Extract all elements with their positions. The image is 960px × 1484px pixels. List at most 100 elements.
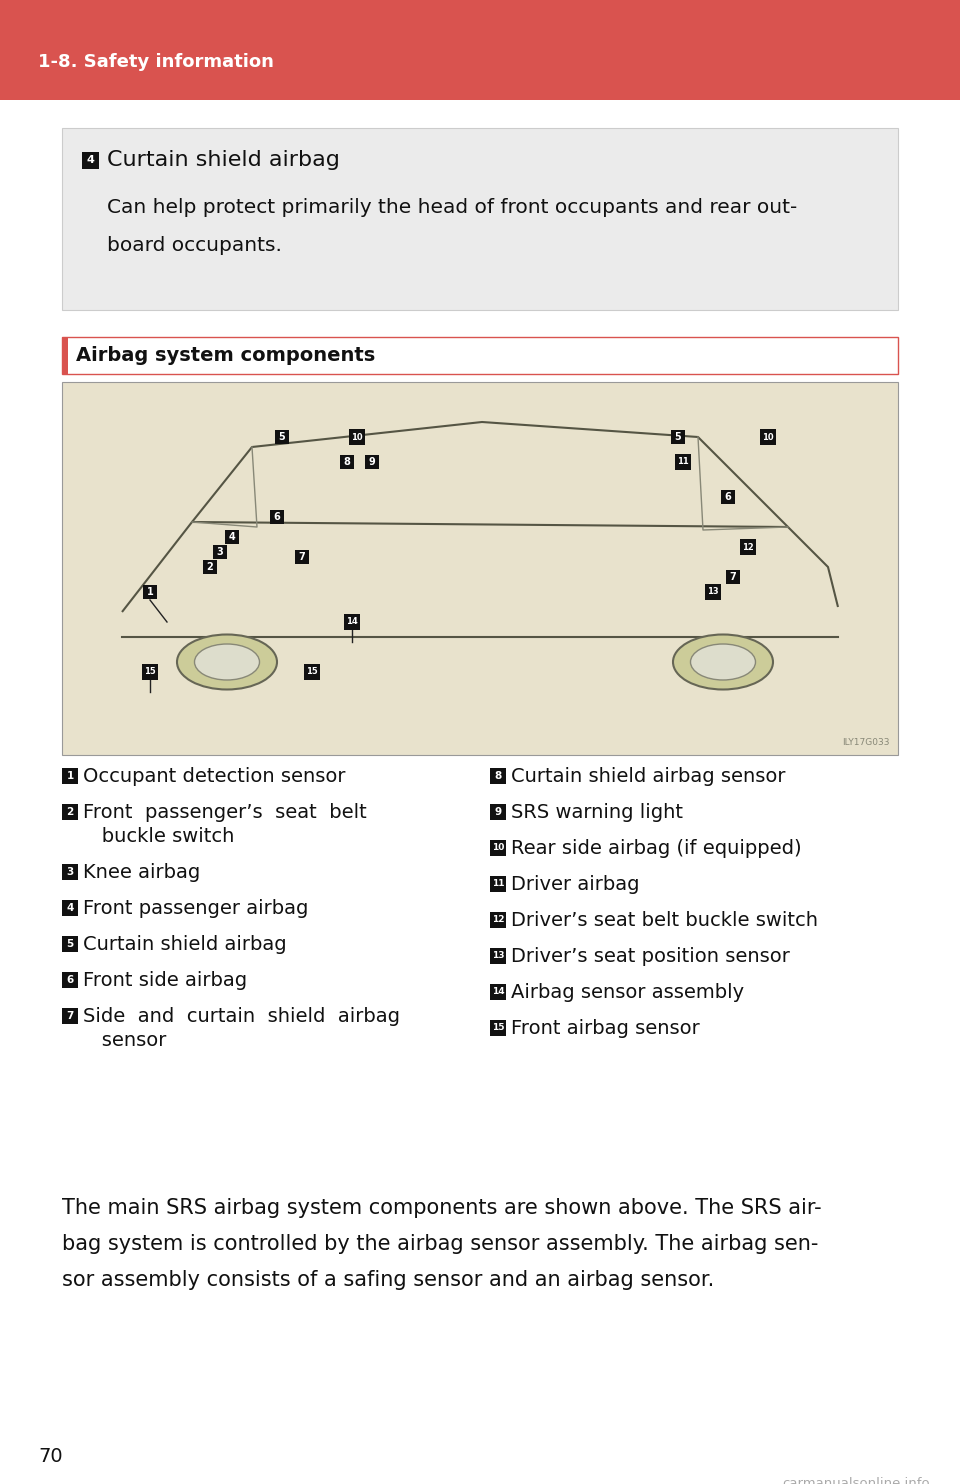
Bar — [304, 663, 320, 680]
Ellipse shape — [673, 635, 773, 690]
Text: board occupants.: board occupants. — [107, 236, 282, 255]
Bar — [82, 151, 99, 169]
Text: 4: 4 — [86, 154, 94, 165]
Bar — [671, 430, 685, 444]
Bar — [270, 510, 284, 524]
Text: bag system is controlled by the airbag sensor assembly. The airbag sen-: bag system is controlled by the airbag s… — [62, 1235, 818, 1254]
Bar — [62, 337, 68, 374]
Bar — [225, 530, 239, 545]
Bar — [203, 559, 217, 574]
Text: 4: 4 — [228, 531, 235, 542]
Text: 1: 1 — [147, 588, 154, 597]
Bar — [490, 1020, 506, 1036]
Ellipse shape — [177, 635, 277, 690]
Text: Occupant detection sensor: Occupant detection sensor — [83, 767, 346, 785]
Text: 6: 6 — [725, 493, 732, 502]
Bar — [62, 899, 78, 916]
Bar — [62, 381, 898, 755]
Bar — [62, 769, 78, 784]
Bar — [142, 663, 158, 680]
Text: Airbag system components: Airbag system components — [76, 346, 375, 365]
Text: buckle switch: buckle switch — [83, 827, 234, 846]
Text: Curtain shield airbag: Curtain shield airbag — [107, 150, 340, 171]
Bar — [490, 769, 506, 784]
Text: Driver’s seat position sensor: Driver’s seat position sensor — [511, 947, 790, 966]
Bar — [62, 128, 898, 310]
Text: 12: 12 — [742, 543, 754, 552]
Bar — [143, 585, 157, 600]
Bar — [344, 614, 360, 631]
Bar — [349, 429, 365, 445]
Bar — [62, 804, 78, 821]
Bar — [62, 1008, 78, 1024]
Bar — [295, 551, 309, 564]
Text: Curtain shield airbag: Curtain shield airbag — [83, 935, 287, 954]
Text: Airbag sensor assembly: Airbag sensor assembly — [511, 982, 744, 1002]
Text: Driver airbag: Driver airbag — [511, 874, 639, 893]
Ellipse shape — [690, 644, 756, 680]
Text: SRS warning light: SRS warning light — [511, 803, 683, 822]
Text: 5: 5 — [675, 432, 682, 442]
Text: 70: 70 — [38, 1447, 62, 1466]
Bar — [62, 972, 78, 988]
Text: 14: 14 — [492, 987, 504, 996]
Text: 5: 5 — [278, 432, 285, 442]
Text: 13: 13 — [708, 588, 719, 597]
Text: 3: 3 — [217, 548, 224, 556]
Text: Front side airbag: Front side airbag — [83, 971, 247, 990]
Text: 8: 8 — [494, 772, 502, 781]
Bar — [721, 490, 735, 505]
Text: sor assembly consists of a safing sensor and an airbag sensor.: sor assembly consists of a safing sensor… — [62, 1270, 714, 1290]
Text: Knee airbag: Knee airbag — [83, 862, 201, 881]
Text: Side  and  curtain  shield  airbag: Side and curtain shield airbag — [83, 1006, 400, 1025]
Text: 10: 10 — [762, 432, 774, 442]
Ellipse shape — [195, 644, 259, 680]
Text: Can help protect primarily the head of front occupants and rear out-: Can help protect primarily the head of f… — [107, 197, 797, 217]
Text: Front  passenger’s  seat  belt: Front passenger’s seat belt — [83, 803, 367, 822]
Text: 6: 6 — [274, 512, 280, 522]
Text: carmanualsonline.info: carmanualsonline.info — [782, 1477, 930, 1484]
Bar — [490, 948, 506, 965]
Text: 11: 11 — [677, 457, 689, 466]
Bar — [490, 984, 506, 1000]
Text: 9: 9 — [494, 807, 501, 818]
Bar — [490, 804, 506, 821]
Bar — [275, 430, 289, 444]
Bar — [365, 456, 379, 469]
Bar — [675, 454, 691, 470]
Text: Front passenger airbag: Front passenger airbag — [83, 898, 308, 917]
Text: 3: 3 — [66, 867, 74, 877]
Text: Curtain shield airbag sensor: Curtain shield airbag sensor — [511, 767, 785, 785]
Bar — [705, 585, 721, 600]
Bar — [62, 337, 898, 374]
Bar — [62, 936, 78, 953]
Text: 7: 7 — [66, 1011, 74, 1021]
Text: 5: 5 — [66, 939, 74, 948]
Text: 10: 10 — [492, 843, 504, 852]
Text: 10: 10 — [351, 432, 363, 442]
Text: 8: 8 — [344, 457, 350, 467]
Bar — [490, 840, 506, 856]
Text: The main SRS airbag system components are shown above. The SRS air-: The main SRS airbag system components ar… — [62, 1198, 822, 1218]
Bar — [213, 545, 227, 559]
Bar — [740, 539, 756, 555]
Text: 15: 15 — [492, 1024, 504, 1033]
Text: Front airbag sensor: Front airbag sensor — [511, 1018, 700, 1037]
Text: 6: 6 — [66, 975, 74, 985]
Bar — [760, 429, 776, 445]
Bar — [490, 876, 506, 892]
Text: 2: 2 — [66, 807, 74, 818]
Text: 13: 13 — [492, 951, 504, 960]
Text: Driver’s seat belt buckle switch: Driver’s seat belt buckle switch — [511, 911, 818, 929]
Bar — [726, 570, 740, 585]
Text: 11: 11 — [492, 880, 504, 889]
Text: 12: 12 — [492, 916, 504, 925]
Text: 14: 14 — [347, 617, 358, 626]
Text: 7: 7 — [299, 552, 305, 562]
Text: 9: 9 — [369, 457, 375, 467]
Text: 15: 15 — [144, 668, 156, 677]
Text: Rear side airbag (if equipped): Rear side airbag (if equipped) — [511, 838, 802, 858]
Text: 15: 15 — [306, 668, 318, 677]
Bar — [0, 0, 960, 99]
Text: 4: 4 — [66, 902, 74, 913]
